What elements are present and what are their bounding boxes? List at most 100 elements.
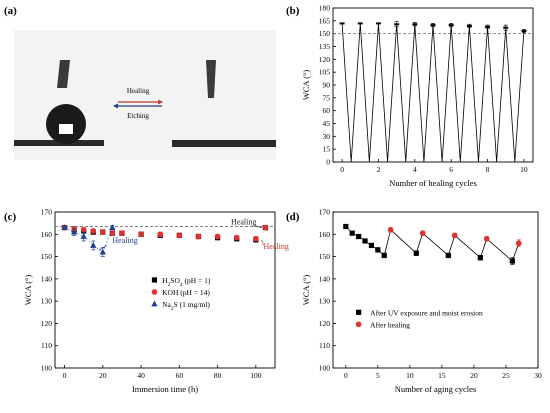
- legend-marker: [151, 289, 158, 295]
- x-tick-label: 10: [520, 165, 528, 174]
- data-point: [138, 231, 144, 238]
- y-tick-label: 140: [41, 274, 53, 283]
- y-tick-label: 0: [326, 158, 330, 167]
- legend-label: Na2S (1 mg/ml): [162, 300, 210, 312]
- data-point: [515, 240, 522, 246]
- x-axis-label: Immersion time (h): [132, 384, 198, 394]
- y-tick-label: 165: [319, 16, 331, 25]
- data-point: [485, 25, 491, 28]
- y-tick-label: 160: [319, 230, 331, 239]
- y-tick-label: 135: [319, 42, 331, 51]
- data-point: [119, 230, 125, 236]
- y-tick-label: 110: [319, 341, 330, 350]
- data-point: [430, 24, 436, 27]
- legend-marker: [356, 309, 362, 315]
- etching-arrowhead: [113, 103, 118, 109]
- data-point: [466, 24, 472, 27]
- data-point: [99, 248, 107, 255]
- data-point: [80, 233, 87, 239]
- data-point: [375, 22, 381, 25]
- x-tick-label: 25: [502, 371, 510, 380]
- data-point: [387, 227, 394, 233]
- x-tick-label: 2: [377, 165, 381, 174]
- annotation-arrow: [253, 225, 262, 228]
- data-point: [109, 230, 116, 236]
- data-point: [61, 224, 68, 230]
- x-tick-label: 4: [413, 165, 417, 174]
- y-tick-label: 110: [41, 341, 52, 350]
- right-needle: [206, 60, 216, 98]
- series-line: [479, 238, 488, 258]
- data-point: [483, 235, 490, 242]
- legend-label: KOH (pH = 14): [162, 288, 210, 297]
- annotation-arrow: [98, 245, 107, 251]
- y-tick-label: 170: [319, 208, 331, 217]
- x-tick-label: 15: [438, 371, 446, 380]
- y-tick-label: 180: [319, 4, 331, 13]
- series-line: [390, 229, 417, 254]
- panel-d: (d) 0 5 10 15 20 25 30 100 110 120 130 140 150 160 170…: [286, 208, 542, 395]
- y-tick-label: 140: [319, 274, 331, 283]
- droplet-highlight: [59, 124, 73, 134]
- y-axis-label: WCA (°): [301, 70, 311, 101]
- y-tick-label: 150: [41, 252, 53, 261]
- plot-frame: [54, 211, 276, 369]
- data-point: [195, 233, 202, 240]
- data-point: [375, 247, 381, 253]
- data-point: [349, 230, 355, 236]
- data-point: [394, 23, 400, 26]
- data-point: [262, 224, 269, 231]
- x-tick-label: 20: [99, 371, 107, 380]
- y-tick-label: 150: [319, 29, 331, 38]
- y-axis-label: WCA (°): [301, 275, 311, 306]
- legend-label: After healing: [370, 320, 410, 329]
- chart-d: 0 5 10 15 20 25 30 100 110 120 130 140 150 160 170 Numb…: [301, 208, 542, 395]
- x-tick-label: 0: [63, 371, 67, 380]
- panel-c-label: (c): [4, 211, 17, 223]
- data-point: [157, 231, 164, 238]
- y-tick-label: 170: [41, 208, 53, 217]
- y-tick-label: 120: [41, 319, 53, 328]
- panel-b-label: (b): [286, 5, 300, 17]
- y-tick-label: 75: [323, 93, 331, 102]
- series-line: [422, 232, 449, 256]
- y-tick-label: 90: [323, 81, 331, 90]
- y-tick-label: 130: [319, 297, 331, 306]
- data-point: [362, 238, 368, 244]
- data-point: [413, 250, 419, 256]
- x-tick-label: 60: [176, 371, 184, 380]
- panel-a: (a) Healing Etching: [4, 5, 276, 160]
- etching-arrow-label: Etching: [127, 112, 149, 120]
- data-point: [419, 230, 426, 236]
- series-line: [383, 229, 392, 256]
- legend-label: H2SO4 (pH = 1): [162, 276, 211, 288]
- x-tick-label: 5: [376, 371, 380, 380]
- series-line: [341, 23, 525, 163]
- data-point: [176, 232, 183, 239]
- y-tick-label: 120: [319, 319, 331, 328]
- x-tick-label: 0: [340, 165, 344, 174]
- data-point: [214, 233, 221, 240]
- data-point: [448, 24, 454, 27]
- y-tick-label: 45: [323, 119, 331, 128]
- data-point: [233, 234, 240, 241]
- data-point: [357, 22, 363, 25]
- panel-c: (c) 0 20 40 60 80 100 100 110 120 130 140 150 160 170…: [4, 208, 289, 395]
- chart-b: 0 2 4 6 8 10 0 15 30 45 60 75 90 105 120 135 150 165 180 Nu…: [301, 4, 534, 188]
- series-line: [511, 243, 520, 262]
- left-surface: [14, 140, 104, 146]
- legend-marker: [151, 277, 158, 283]
- chart-c: 0 20 40 60 80 100 100 110 120 130 140 150 160 170 Imme…: [23, 208, 289, 395]
- panel-a-label: (a): [4, 5, 17, 17]
- annotation: Healing: [112, 236, 137, 245]
- data-point: [339, 22, 345, 25]
- data-point: [451, 232, 458, 239]
- x-axis-label: Number of healing cycles: [389, 178, 477, 188]
- data-point: [70, 228, 78, 235]
- y-tick-label: 160: [41, 230, 53, 239]
- data-point: [253, 235, 259, 242]
- y-tick-label: 100: [319, 364, 331, 373]
- data-point: [109, 224, 116, 230]
- y-tick-label: 150: [319, 252, 331, 261]
